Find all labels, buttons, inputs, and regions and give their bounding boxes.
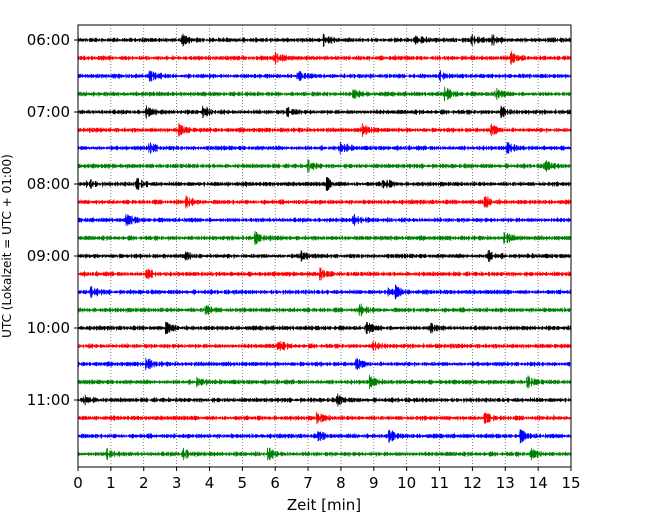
trace-1100 [77,393,571,407]
trace-0915 [77,267,571,281]
trace-1130 [77,429,571,444]
x-tick-label: 4 [205,474,215,492]
trace-0900 [77,250,571,262]
y-tick-label: 07:00 [27,103,70,121]
trace-1115 [77,411,571,425]
trace-0830 [77,213,571,227]
y-tick-label: 11:00 [27,391,70,409]
trace-0815 [77,195,571,209]
x-tick-label: 10 [397,474,416,492]
trace-0745 [77,159,571,173]
x-tick-label: 1 [106,474,116,492]
trace-0845 [77,231,571,245]
y-tick-label: 10:00 [27,319,70,337]
trace-0645 [77,86,571,102]
trace-1145 [77,447,571,461]
trace-1045 [77,374,571,390]
x-tick-label: 3 [172,474,182,492]
x-tick-label: 2 [139,474,149,492]
trace-0715 [77,122,571,138]
seismic-traces [77,33,571,461]
x-tick-label: 5 [238,474,248,492]
x-tick-label: 9 [369,474,379,492]
x-tick-label: 14 [529,474,548,492]
y-axis-label: UTC (Lokalzeit = UTC + 01:00) [0,154,14,338]
trace-1015 [77,340,571,352]
trace-0600 [77,33,571,48]
trace-1000 [77,321,571,335]
trace-0615 [77,51,571,65]
x-tick-label: 0 [73,474,83,492]
y-tick-label: 08:00 [27,175,70,193]
x-axis: 0 1 2 3 4 5 6 7 8 9 10 11 12 13 14 15 [73,467,581,492]
y-tick-label: 06:00 [27,31,70,49]
trace-0630 [77,70,571,83]
trace-0800 [77,177,571,192]
x-tick-label: 7 [303,474,313,492]
x-axis-label: Zeit [min] [287,496,361,514]
trace-0730 [77,141,571,155]
plot-frame [77,24,572,468]
x-tick-label: 12 [463,474,482,492]
x-tick-label: 8 [336,474,346,492]
x-tick-label: 13 [496,474,515,492]
x-tick-label: 15 [561,474,580,492]
trace-0700 [77,105,571,119]
trace-0930 [77,284,571,300]
y-axis: 06:00 07:00 08:00 09:00 10:00 11:00 [27,31,78,409]
x-tick-label: 11 [430,474,449,492]
trace-1030 [77,357,571,371]
y-tick-label: 09:00 [27,247,70,265]
x-tick-label: 6 [270,474,280,492]
trace-0945 [77,303,571,317]
